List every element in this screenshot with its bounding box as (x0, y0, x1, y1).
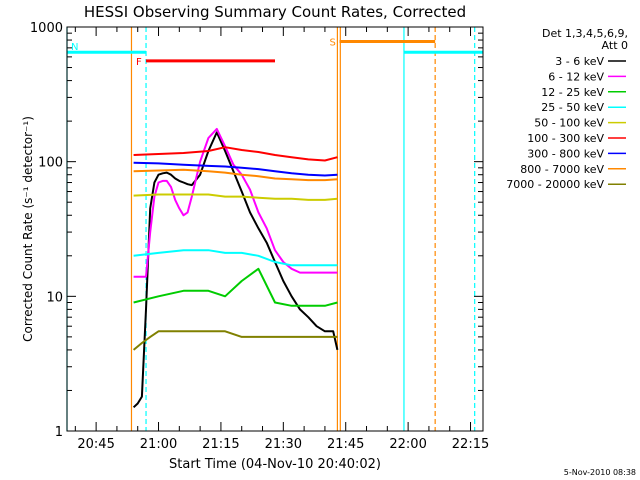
series-line-7000-20000-kev (132, 330, 338, 351)
chart-title: HESSI Observing Summary Count Rates, Cor… (84, 3, 466, 21)
event-markers (66, 27, 476, 431)
observing-bars: N F S (67, 38, 483, 68)
legend-label-6-12-kev: 6 - 12 keV (548, 70, 604, 83)
y-tick-label: 1 (55, 425, 63, 440)
series-line-800-7000-kev (133, 168, 338, 182)
observing-label-f: F (136, 57, 142, 68)
series-line-12-25-kev (133, 267, 338, 307)
series-line-25-50-kev (133, 249, 338, 267)
x-tick-label: 21:00 (140, 437, 177, 452)
x-tick-label: 22:00 (389, 437, 426, 452)
x-tick-label: 20:45 (77, 437, 114, 452)
footer-timestamp: 5-Nov-2010 08:38 (564, 468, 636, 477)
series-line-100-300-kev (133, 146, 338, 162)
x-axis: 20:45 21:00 21:15 21:30 21:45 22:00 22:15 (74, 27, 489, 452)
y-tick-label: 100 (38, 156, 63, 171)
series-line-50-100-kev (133, 193, 338, 201)
legend-label-7000-20000-kev: 7000 - 20000 keV (506, 178, 604, 191)
legend-label-25-50-kev: 25 - 50 keV (541, 101, 604, 114)
legend-label-50-100-kev: 50 - 100 keV (534, 117, 604, 130)
series-lines (132, 127, 339, 409)
y-axis: 1 10 100 1000 (30, 21, 483, 440)
legend: Det 1,3,4,5,6,9,Att 0 3 - 6 keV 6 - 12 keV… (506, 27, 628, 191)
x-tick-label: 21:30 (265, 437, 302, 452)
series-line-300-800-kev (133, 161, 338, 177)
observing-label-n: N (71, 42, 78, 53)
legend-label-100-300-kev: 100 - 300 keV (527, 132, 604, 145)
y-tick-label: 10 (46, 290, 63, 305)
x-tick-label: 21:45 (327, 437, 364, 452)
legend-header: Det 1,3,4,5,6,9, (542, 27, 628, 40)
plot-frame (66, 26, 484, 432)
legend-label-12-25-kev: 12 - 25 keV (541, 86, 604, 99)
observing-label-s: S (329, 38, 335, 49)
legend-label-800-7000-kev: 800 - 7000 keV (520, 163, 604, 176)
x-axis-label: Start Time (04-Nov-10 20:40:02) (169, 457, 381, 472)
x-tick-label: 22:15 (452, 437, 489, 452)
legend-label-3-6-kev: 3 - 6 keV (555, 55, 604, 68)
series-line-6-12-kev (133, 127, 338, 278)
y-axis-label: Corrected Count Rate (s⁻¹ detector⁻¹) (21, 116, 35, 342)
x-tick-label: 21:15 (202, 437, 239, 452)
legend-label-300-800-kev: 300 - 800 keV (527, 147, 604, 160)
y-tick-label: 1000 (30, 21, 63, 36)
legend-header: Att 0 (602, 39, 628, 52)
